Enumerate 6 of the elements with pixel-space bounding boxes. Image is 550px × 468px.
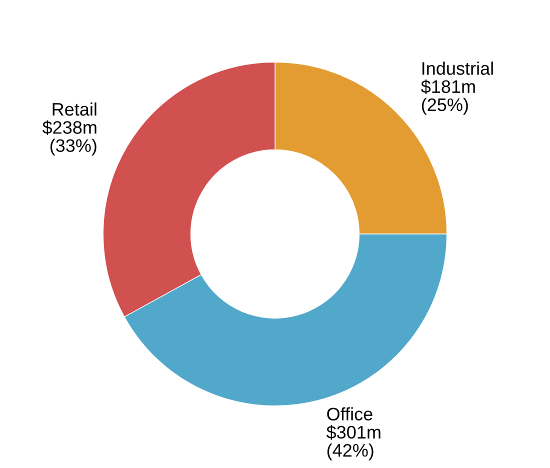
slice-label: Office [327, 407, 372, 420]
data-label: $181m (25%) [421, 79, 475, 115]
slice-label: Industrial [422, 62, 493, 75]
slice-label: Retail [52, 102, 96, 116]
data-label: $238m (33%) [42, 120, 96, 156]
data-label: $301m (42%) [326, 425, 380, 460]
